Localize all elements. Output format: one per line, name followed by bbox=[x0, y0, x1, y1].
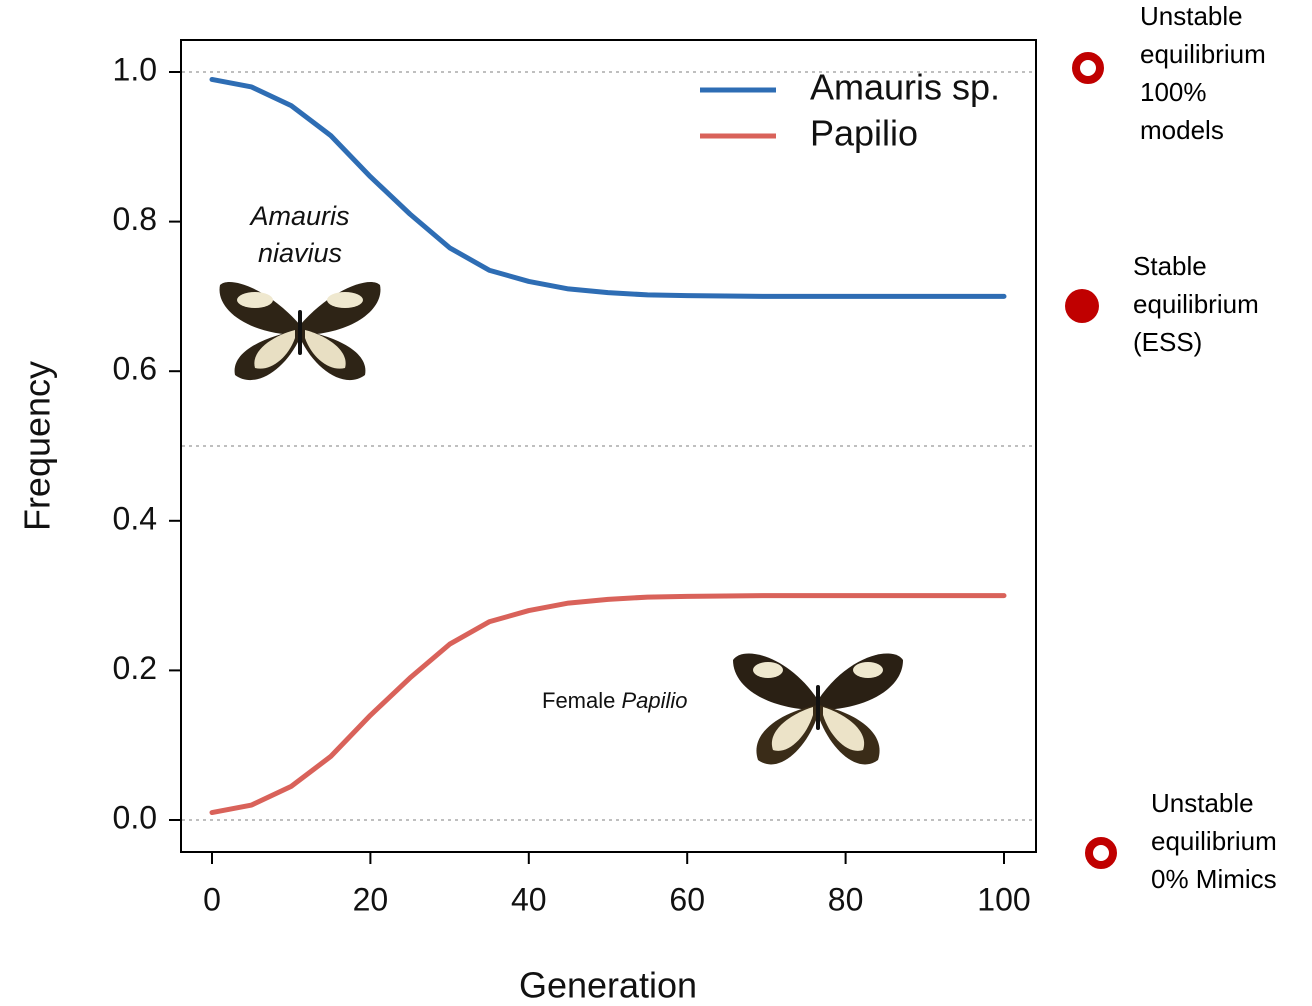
x-tick-label: 0 bbox=[203, 881, 221, 917]
female-prefix: Female bbox=[542, 688, 615, 713]
unstable-marker bbox=[1076, 56, 1100, 80]
x-tick-label: 100 bbox=[977, 881, 1030, 917]
butterfly-amauris bbox=[220, 282, 381, 380]
species-label: niavius bbox=[258, 238, 342, 268]
y-tick-label: 0.6 bbox=[113, 351, 157, 387]
equilibrium-label: Stable bbox=[1133, 251, 1207, 281]
equilibrium-label: 100% bbox=[1140, 77, 1207, 107]
x-tick-label: 60 bbox=[669, 881, 705, 917]
y-tick-label: 0.8 bbox=[113, 201, 157, 237]
equilibrium-label: equilibrium bbox=[1140, 39, 1266, 69]
equilibrium-label: 0% Mimics bbox=[1151, 864, 1277, 894]
y-tick-label: 0.4 bbox=[113, 500, 157, 536]
y-tick-label: 0.2 bbox=[113, 650, 157, 686]
equilibrium-label: (ESS) bbox=[1133, 327, 1202, 357]
equilibrium-label: equilibrium bbox=[1133, 289, 1259, 319]
x-tick-label: 20 bbox=[353, 881, 389, 917]
stable-marker bbox=[1065, 289, 1099, 323]
y-tick-label: 0.0 bbox=[113, 799, 157, 835]
x-axis-label: Generation bbox=[519, 965, 697, 1006]
chart: 0.0 0.2 0.4 0.6 0.8 1.0 0 20 40 60 80 100 Amauris s… bbox=[0, 0, 1312, 1006]
legend-label: Papilio bbox=[810, 113, 918, 154]
page: 0.0 0.2 0.4 0.6 0.8 1.0 0 20 40 60 80 100 Amauris s… bbox=[0, 0, 1312, 1006]
equilibrium-labels: Unstable equilibrium 100% models Stable equil… bbox=[1133, 1, 1277, 894]
equilibrium-label: Unstable bbox=[1151, 788, 1254, 818]
species-label: Amauris bbox=[248, 201, 349, 231]
x-tick-label: 80 bbox=[828, 881, 864, 917]
y-tick-label: 1.0 bbox=[113, 51, 157, 87]
butterfly-papilio bbox=[733, 653, 903, 764]
female-species: Papilio bbox=[621, 688, 687, 713]
legend: Amauris sp. Papilio bbox=[700, 67, 1000, 154]
unstable-marker bbox=[1089, 841, 1113, 865]
legend-label: Amauris sp. bbox=[810, 67, 1000, 108]
equilibrium-label: equilibrium bbox=[1151, 826, 1277, 856]
y-axis-label: Frequency bbox=[17, 361, 58, 531]
equilibrium-label: Unstable bbox=[1140, 1, 1243, 31]
female-label: Female Papilio bbox=[542, 688, 688, 713]
equilibrium-label: models bbox=[1140, 115, 1224, 145]
x-tick-label: 40 bbox=[511, 881, 547, 917]
ticks: 0.0 0.2 0.4 0.6 0.8 1.0 0 20 40 60 80 100 bbox=[113, 51, 1031, 917]
